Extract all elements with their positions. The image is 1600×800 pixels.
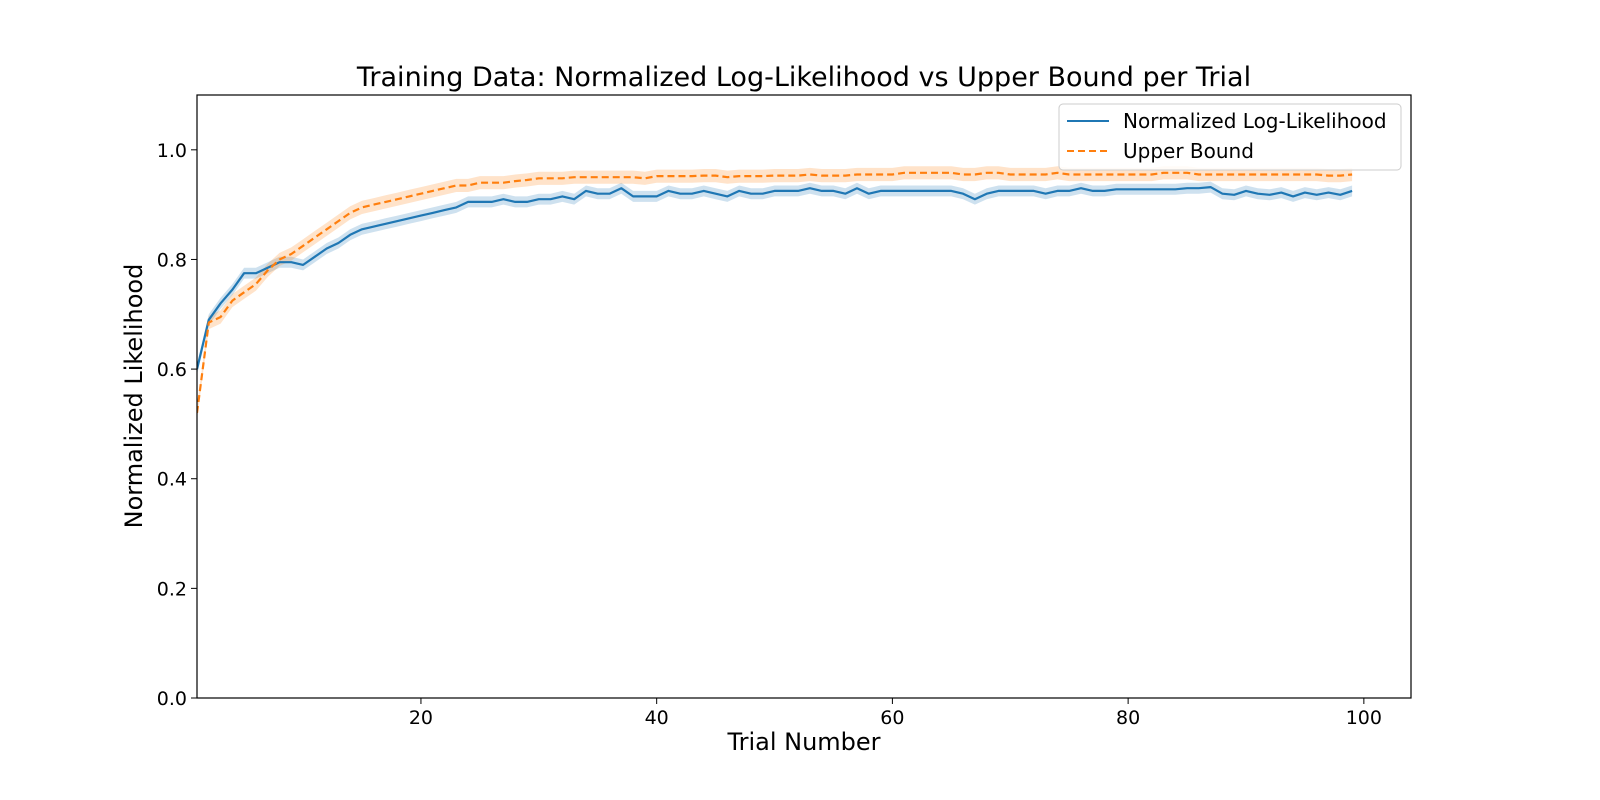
chart-title: Training Data: Normalized Log-Likelihood… [356,62,1251,93]
y-axis-label: Normalized Likelihood [120,264,148,529]
y-tick-label: 0.2 [157,578,187,600]
plot-area-frame [196,94,1412,699]
y-tick-label: 1.0 [157,140,187,162]
legend-label-log-likelihood: Normalized Log-Likelihood [1123,109,1387,133]
x-tick-label: 60 [880,707,904,729]
y-tick-label: 0.8 [157,249,187,271]
legend-box [1058,103,1402,171]
y-tick-label: 0.6 [157,359,187,381]
y-tick-label: 0.0 [157,688,187,710]
x-axis-label: Trial Number [726,728,880,756]
legend-label-upper-bound: Upper Bound [1123,139,1254,163]
y-tick-label: 0.4 [157,469,187,491]
x-tick-label: 40 [645,707,669,729]
x-tick-label: 20 [409,707,433,729]
x-tick-label: 100 [1346,707,1382,729]
series-line-normalized-log-likelihood [197,186,1353,370]
series-line-upper-bound [197,171,1353,414]
legend: Normalized Log-Likelihood Upper Bound [1058,103,1402,171]
x-tick-label: 80 [1116,707,1140,729]
